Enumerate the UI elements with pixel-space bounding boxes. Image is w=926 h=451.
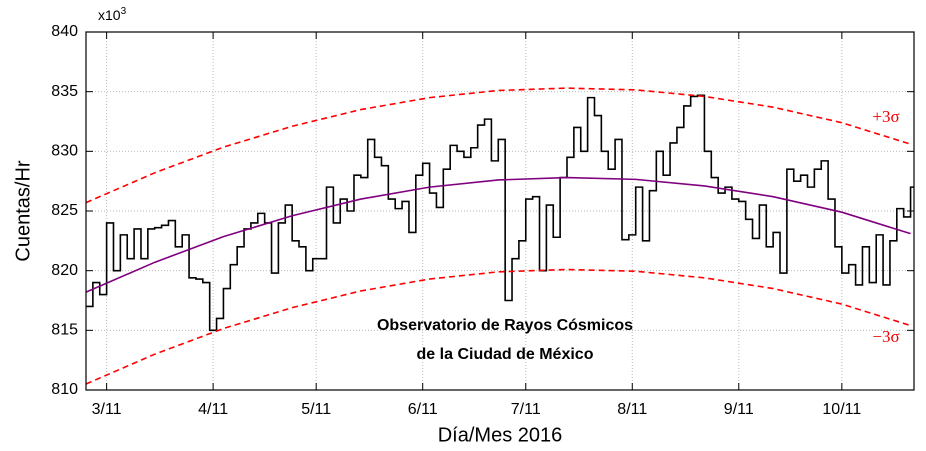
y-tick-label: 835 — [51, 83, 78, 100]
x-tick-label: 4/11 — [198, 401, 228, 418]
y-tick-label: 825 — [51, 202, 78, 219]
series-line — [86, 176, 911, 293]
y-tick-label: 840 — [51, 23, 78, 40]
annotation: +3σ — [872, 107, 899, 126]
series-line — [86, 268, 911, 385]
x-tick-label: 3/11 — [92, 401, 122, 418]
y-tick-label: 820 — [51, 262, 78, 279]
multiplier-base: x10 — [98, 7, 121, 23]
annotation: Observatorio de Rayos Cósmicos — [377, 317, 633, 334]
x-tick-label: 7/11 — [511, 401, 541, 418]
y-multiplier: x103 — [98, 6, 127, 23]
x-tick-label: 5/11 — [301, 401, 331, 418]
annotation: −3σ — [872, 327, 899, 346]
x-tick-label: 6/11 — [408, 401, 438, 418]
y-tick-label: 815 — [51, 322, 78, 339]
series-line — [86, 94, 914, 332]
y-tick-label: 810 — [51, 381, 78, 398]
x-axis-label: Día/Mes 2016 — [438, 424, 563, 446]
y-axis-label: Cuentas/Hr — [12, 160, 34, 261]
x-tick-label: 10/11 — [822, 401, 861, 418]
annotation: de la Ciudad de México — [417, 346, 594, 363]
multiplier-exponent: 3 — [121, 6, 127, 17]
data-layer — [86, 87, 914, 385]
x-tick-label: 8/11 — [617, 401, 647, 418]
x-tick-label: 9/11 — [724, 401, 754, 418]
grid-layer — [86, 31, 914, 391]
y-tick-label: 830 — [51, 143, 78, 160]
series-line — [86, 87, 911, 204]
